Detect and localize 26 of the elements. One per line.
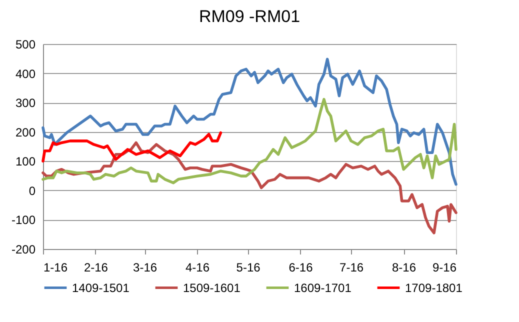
y-tick-label: 200 bbox=[15, 125, 36, 140]
y-tick-label: 400 bbox=[15, 66, 36, 81]
line-series bbox=[42, 131, 222, 163]
y-tick-label: 500 bbox=[15, 38, 36, 52]
x-tick-label: 6-16 bbox=[288, 260, 314, 274]
y-tick-label: 300 bbox=[15, 96, 36, 110]
line-series bbox=[42, 141, 458, 234]
x-tick-label: 4-16 bbox=[186, 260, 210, 274]
x-tick-label: 1-16 bbox=[44, 260, 68, 274]
legend-label: 1509-1601 bbox=[183, 280, 241, 295]
x-tick-label: 3-16 bbox=[133, 260, 158, 274]
y-tick-label: 100 bbox=[15, 154, 36, 169]
legend-label: 1609-1701 bbox=[294, 280, 352, 295]
x-tick-label: 5-16 bbox=[236, 260, 261, 274]
legend-label: 1709-1801 bbox=[405, 280, 463, 295]
y-tick-label: -100 bbox=[11, 213, 36, 228]
y-tick-label: -200 bbox=[11, 242, 36, 256]
line-series bbox=[42, 58, 458, 186]
legend-label: 1409-1501 bbox=[72, 280, 130, 295]
x-tick-label: 2-16 bbox=[84, 260, 108, 274]
x-tick-label: 7-16 bbox=[340, 260, 364, 274]
x-tick-label: 8-16 bbox=[392, 260, 416, 274]
chart-title: RM09 -RM01 bbox=[198, 7, 300, 26]
y-tick-label: 0 bbox=[28, 184, 36, 198]
x-tick-label: 9-16 bbox=[432, 260, 457, 274]
line-series bbox=[42, 98, 458, 184]
